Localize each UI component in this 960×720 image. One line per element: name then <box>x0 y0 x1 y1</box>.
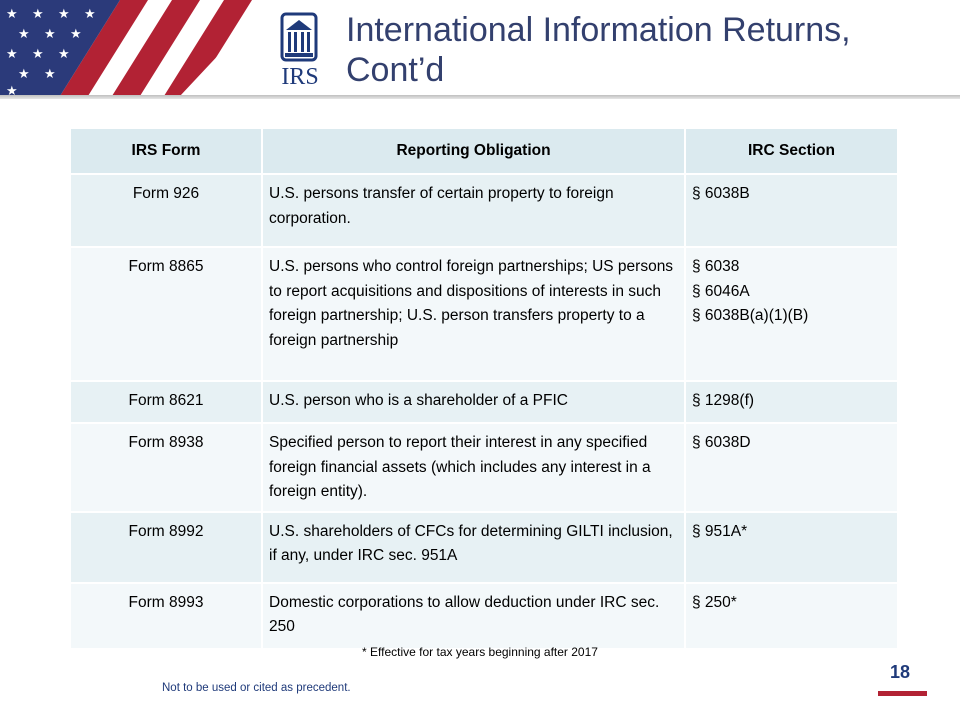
svg-text:★: ★ <box>6 84 18 96</box>
irc-section: § 6038B <box>692 185 750 202</box>
svg-text:★: ★ <box>32 47 44 62</box>
table-header-row: IRS Form Reporting Obligation IRC Sectio… <box>69 127 899 175</box>
svg-text:★: ★ <box>44 27 56 42</box>
obligation-cell: Domestic corporations to allow deduction… <box>261 581 686 650</box>
svg-text:★: ★ <box>58 47 70 62</box>
obligation-cell: U.S. persons transfer of certain propert… <box>261 173 686 248</box>
title-line-2: Cont’d <box>346 51 445 89</box>
column-header-irc-section: IRC Section <box>684 127 899 175</box>
irc-section: § 951A* <box>692 522 748 540</box>
header-divider <box>0 95 960 99</box>
page-title: International Information Returns, Cont’… <box>346 10 946 90</box>
obligation-cell: Specified person to report their interes… <box>261 422 686 513</box>
table-row: Form 926 U.S. persons transfer of certai… <box>69 173 899 248</box>
table-row: Form 8865 U.S. persons who control forei… <box>69 246 899 382</box>
title-line-1: International Information Returns, <box>346 11 851 49</box>
section-cell: § 6038 § 6046A § 6038B(a)(1)(B) <box>684 246 899 382</box>
svg-text:★: ★ <box>44 67 56 82</box>
table-row: Form 8992 U.S. shareholders of CFCs for … <box>69 510 899 584</box>
svg-text:★: ★ <box>70 27 82 42</box>
form-cell: Form 8865 <box>69 246 263 382</box>
irc-section: § 250* <box>692 593 737 611</box>
column-header-reporting-obligation: Reporting Obligation <box>261 127 686 175</box>
form-cell: Form 8992 <box>69 510 263 584</box>
irc-section: § 6038 <box>692 258 740 275</box>
svg-text:★: ★ <box>6 7 18 22</box>
irs-eagle-logo: IRS <box>280 12 319 88</box>
irc-section: § 1298(f) <box>692 392 755 409</box>
svg-text:★: ★ <box>84 7 96 22</box>
form-cell: Form 8993 <box>69 581 263 650</box>
form-cell: Form 8621 <box>69 380 263 424</box>
obligation-cell: U.S. person who is a shareholder of a PF… <box>261 380 686 424</box>
information-returns-table: IRS Form Reporting Obligation IRC Sectio… <box>69 127 899 650</box>
irc-section: § 6038B(a)(1)(B) <box>692 307 809 324</box>
obligation-cell: U.S. shareholders of CFCs for determinin… <box>261 510 686 584</box>
section-cell: § 951A* <box>684 510 899 584</box>
svg-text:★: ★ <box>32 7 44 22</box>
svg-text:★: ★ <box>18 27 30 42</box>
obligation-cell: U.S. persons who control foreign partner… <box>261 246 686 382</box>
disclaimer-text: Not to be used or cited as precedent. <box>162 682 351 694</box>
table-footnote: * Effective for tax years beginning afte… <box>362 645 598 659</box>
column-header-irs-form: IRS Form <box>69 127 263 175</box>
page-number: 18 <box>889 662 911 682</box>
page-number-underline <box>878 691 927 696</box>
american-flag-banner: ★ ★ ★ ★ ★ ★ ★ ★ ★ ★ ★ ★ ★ <box>0 0 270 96</box>
section-cell: § 1298(f) <box>684 380 899 424</box>
svg-text:★: ★ <box>18 67 30 82</box>
irc-section: § 6038D <box>692 434 751 451</box>
table-row: Form 8993 Domestic corporations to allow… <box>69 581 899 650</box>
svg-text:★: ★ <box>6 47 18 62</box>
irs-logo-text: IRS <box>281 64 318 88</box>
section-cell: § 6038B <box>684 173 899 248</box>
form-cell: Form 8938 <box>69 422 263 513</box>
table-row: Form 8938 Specified person to report the… <box>69 422 899 513</box>
svg-text:★: ★ <box>58 7 70 22</box>
irc-section: § 6046A <box>692 282 750 300</box>
section-cell: § 250* <box>684 581 899 650</box>
section-cell: § 6038D <box>684 422 899 513</box>
form-cell: Form 926 <box>69 173 263 248</box>
table-row: Form 8621 U.S. person who is a sharehold… <box>69 380 899 424</box>
